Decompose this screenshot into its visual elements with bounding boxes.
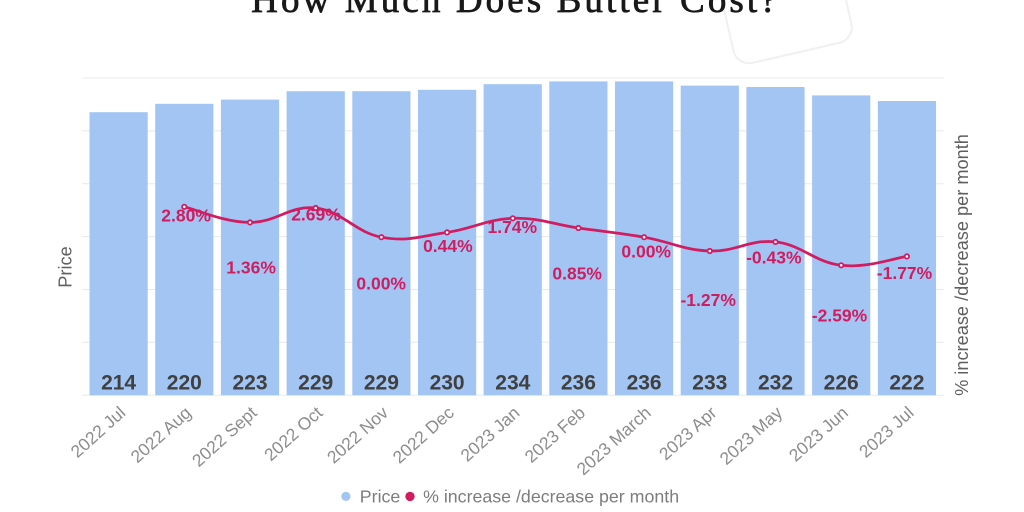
- svg-text:-0.43%: -0.43%: [746, 248, 802, 268]
- svg-text:2.69%: 2.69%: [291, 204, 341, 224]
- svg-text:2022 Aug: 2022 Aug: [127, 402, 195, 466]
- svg-text:226: 226: [824, 372, 859, 395]
- svg-text:0.85%: 0.85%: [552, 263, 602, 283]
- svg-text:2023 Feb: 2023 Feb: [521, 402, 589, 466]
- svg-text:232: 232: [758, 372, 793, 395]
- svg-text:223: 223: [232, 372, 267, 395]
- svg-text:2022 Nov: 2022 Nov: [323, 402, 392, 467]
- svg-text:-1.27%: -1.27%: [680, 290, 736, 310]
- svg-text:2022 Dec: 2022 Dec: [389, 402, 458, 467]
- svg-text:222: 222: [889, 372, 924, 395]
- svg-text:230: 230: [430, 372, 465, 395]
- svg-text:214: 214: [101, 372, 136, 395]
- svg-text:236: 236: [561, 372, 596, 395]
- svg-text:2023 Apr: 2023 Apr: [655, 402, 721, 464]
- svg-text:0.00%: 0.00%: [621, 241, 671, 261]
- svg-text:2022 Jul: 2022 Jul: [67, 402, 130, 461]
- svg-text:Price: Price: [360, 487, 401, 507]
- svg-text:2023 Jul: 2023 Jul: [855, 402, 918, 461]
- svg-text:0.00%: 0.00%: [356, 273, 406, 293]
- svg-text:-2.59%: -2.59%: [812, 305, 868, 325]
- svg-text:229: 229: [364, 372, 399, 395]
- svg-text:% increase /decrease per month: % increase /decrease per month: [952, 134, 972, 396]
- svg-text:2022 Oct: 2022 Oct: [260, 402, 326, 464]
- svg-text:2022 Sept: 2022 Sept: [188, 402, 261, 470]
- svg-text:2023 May: 2023 May: [716, 402, 787, 468]
- svg-text:2023 Jun: 2023 Jun: [785, 402, 852, 465]
- svg-text:0.44%: 0.44%: [423, 236, 473, 256]
- svg-text:236: 236: [627, 372, 662, 395]
- svg-text:Price: Price: [56, 246, 76, 287]
- svg-text:% increase /decrease per month: % increase /decrease per month: [423, 487, 679, 507]
- svg-text:2023 Jan: 2023 Jan: [457, 402, 524, 465]
- svg-text:1.74%: 1.74%: [487, 217, 537, 237]
- svg-text:2.80%: 2.80%: [161, 205, 211, 225]
- svg-text:234: 234: [495, 372, 530, 395]
- svg-text:1.36%: 1.36%: [226, 258, 276, 278]
- svg-text:233: 233: [692, 372, 727, 395]
- svg-text:220: 220: [167, 372, 202, 395]
- svg-text:229: 229: [298, 372, 333, 395]
- svg-text:-1.77%: -1.77%: [877, 263, 933, 283]
